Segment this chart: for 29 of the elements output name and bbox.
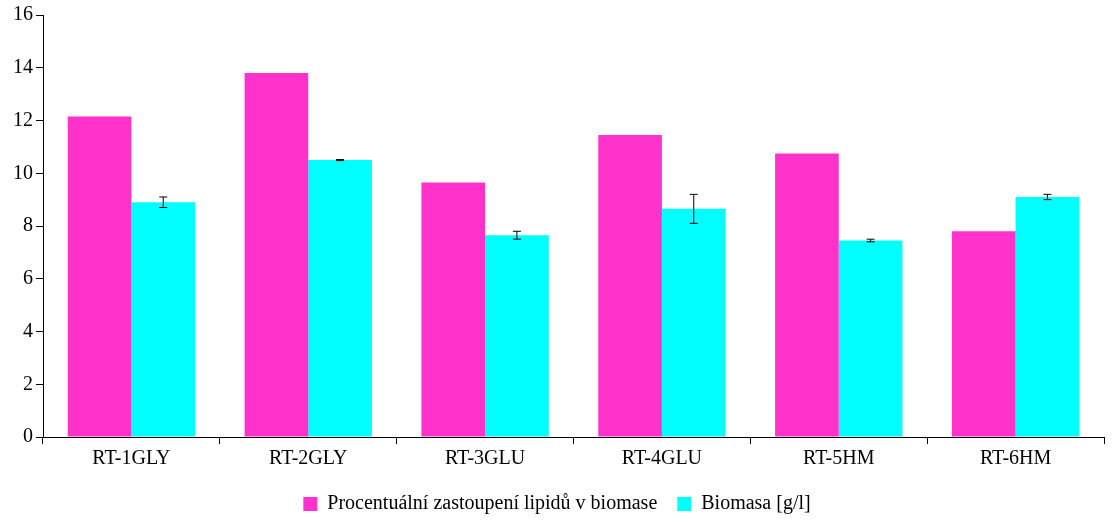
x-tick-label: RT-5HM bbox=[803, 446, 875, 469]
bar bbox=[775, 153, 839, 437]
bar bbox=[244, 73, 309, 437]
x-tick-label: RT-4GLU bbox=[621, 446, 703, 469]
y-tick-label: 12 bbox=[13, 107, 33, 130]
bar bbox=[421, 182, 486, 437]
bar bbox=[67, 116, 132, 437]
y-tick-label: 0 bbox=[23, 424, 33, 447]
bar bbox=[838, 240, 903, 437]
y-tick-label: 16 bbox=[13, 2, 33, 25]
y-tick-label: 10 bbox=[13, 160, 33, 183]
legend-label: Biomasa [g/l] bbox=[701, 491, 811, 515]
legend-label: Procentuální zastoupení lipidů v biomase bbox=[327, 491, 658, 515]
y-tick-label: 2 bbox=[23, 371, 33, 394]
bar bbox=[308, 160, 372, 437]
x-tick-label: RT-6HM bbox=[979, 446, 1052, 469]
y-tick-label: 14 bbox=[13, 55, 33, 77]
bar bbox=[598, 135, 662, 437]
y-tick-label: 6 bbox=[23, 266, 33, 288]
x-tick-label: RT-2GLY bbox=[269, 446, 348, 469]
bar bbox=[1015, 196, 1080, 437]
y-tick-label: 8 bbox=[23, 213, 33, 236]
x-tick-label: RT-1GLY bbox=[92, 446, 171, 469]
bar bbox=[131, 202, 196, 437]
bar bbox=[661, 208, 726, 437]
bar bbox=[485, 235, 549, 437]
y-tick-label: 4 bbox=[23, 318, 33, 341]
bar bbox=[951, 231, 1016, 437]
x-tick-label: RT-3GLU bbox=[444, 446, 526, 469]
